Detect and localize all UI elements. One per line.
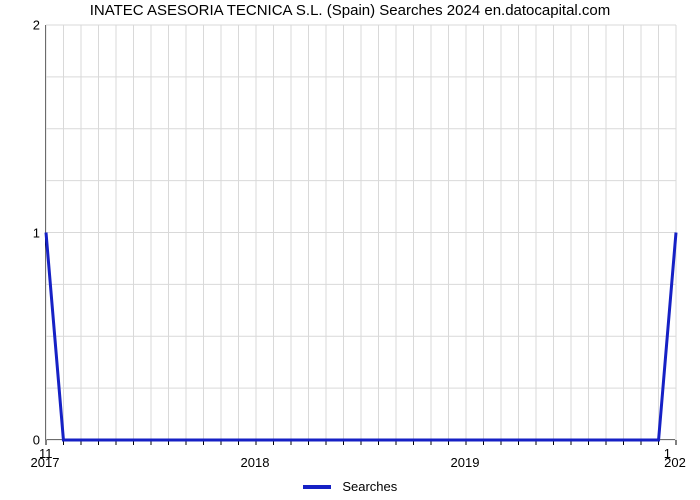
y-tick-1: 1: [10, 225, 40, 240]
x-tick-2019: 2019: [451, 455, 480, 470]
chart-svg: [46, 25, 675, 439]
gridlines: [46, 25, 676, 440]
chart-title: INATEC ASESORIA TECNICA S.L. (Spain) Sea…: [0, 2, 700, 19]
plot-area: [45, 25, 675, 440]
legend: Searches: [0, 478, 700, 494]
legend-label: Searches: [342, 479, 397, 494]
data-label-1: 1: [664, 446, 671, 461]
data-label-0: 11: [39, 446, 53, 461]
legend-swatch: [303, 485, 331, 489]
x-tick-2018: 2018: [241, 455, 270, 470]
chart-container: INATEC ASESORIA TECNICA S.L. (Spain) Sea…: [0, 0, 700, 500]
y-tick-2: 2: [10, 18, 40, 33]
y-tick-0: 0: [10, 433, 40, 448]
